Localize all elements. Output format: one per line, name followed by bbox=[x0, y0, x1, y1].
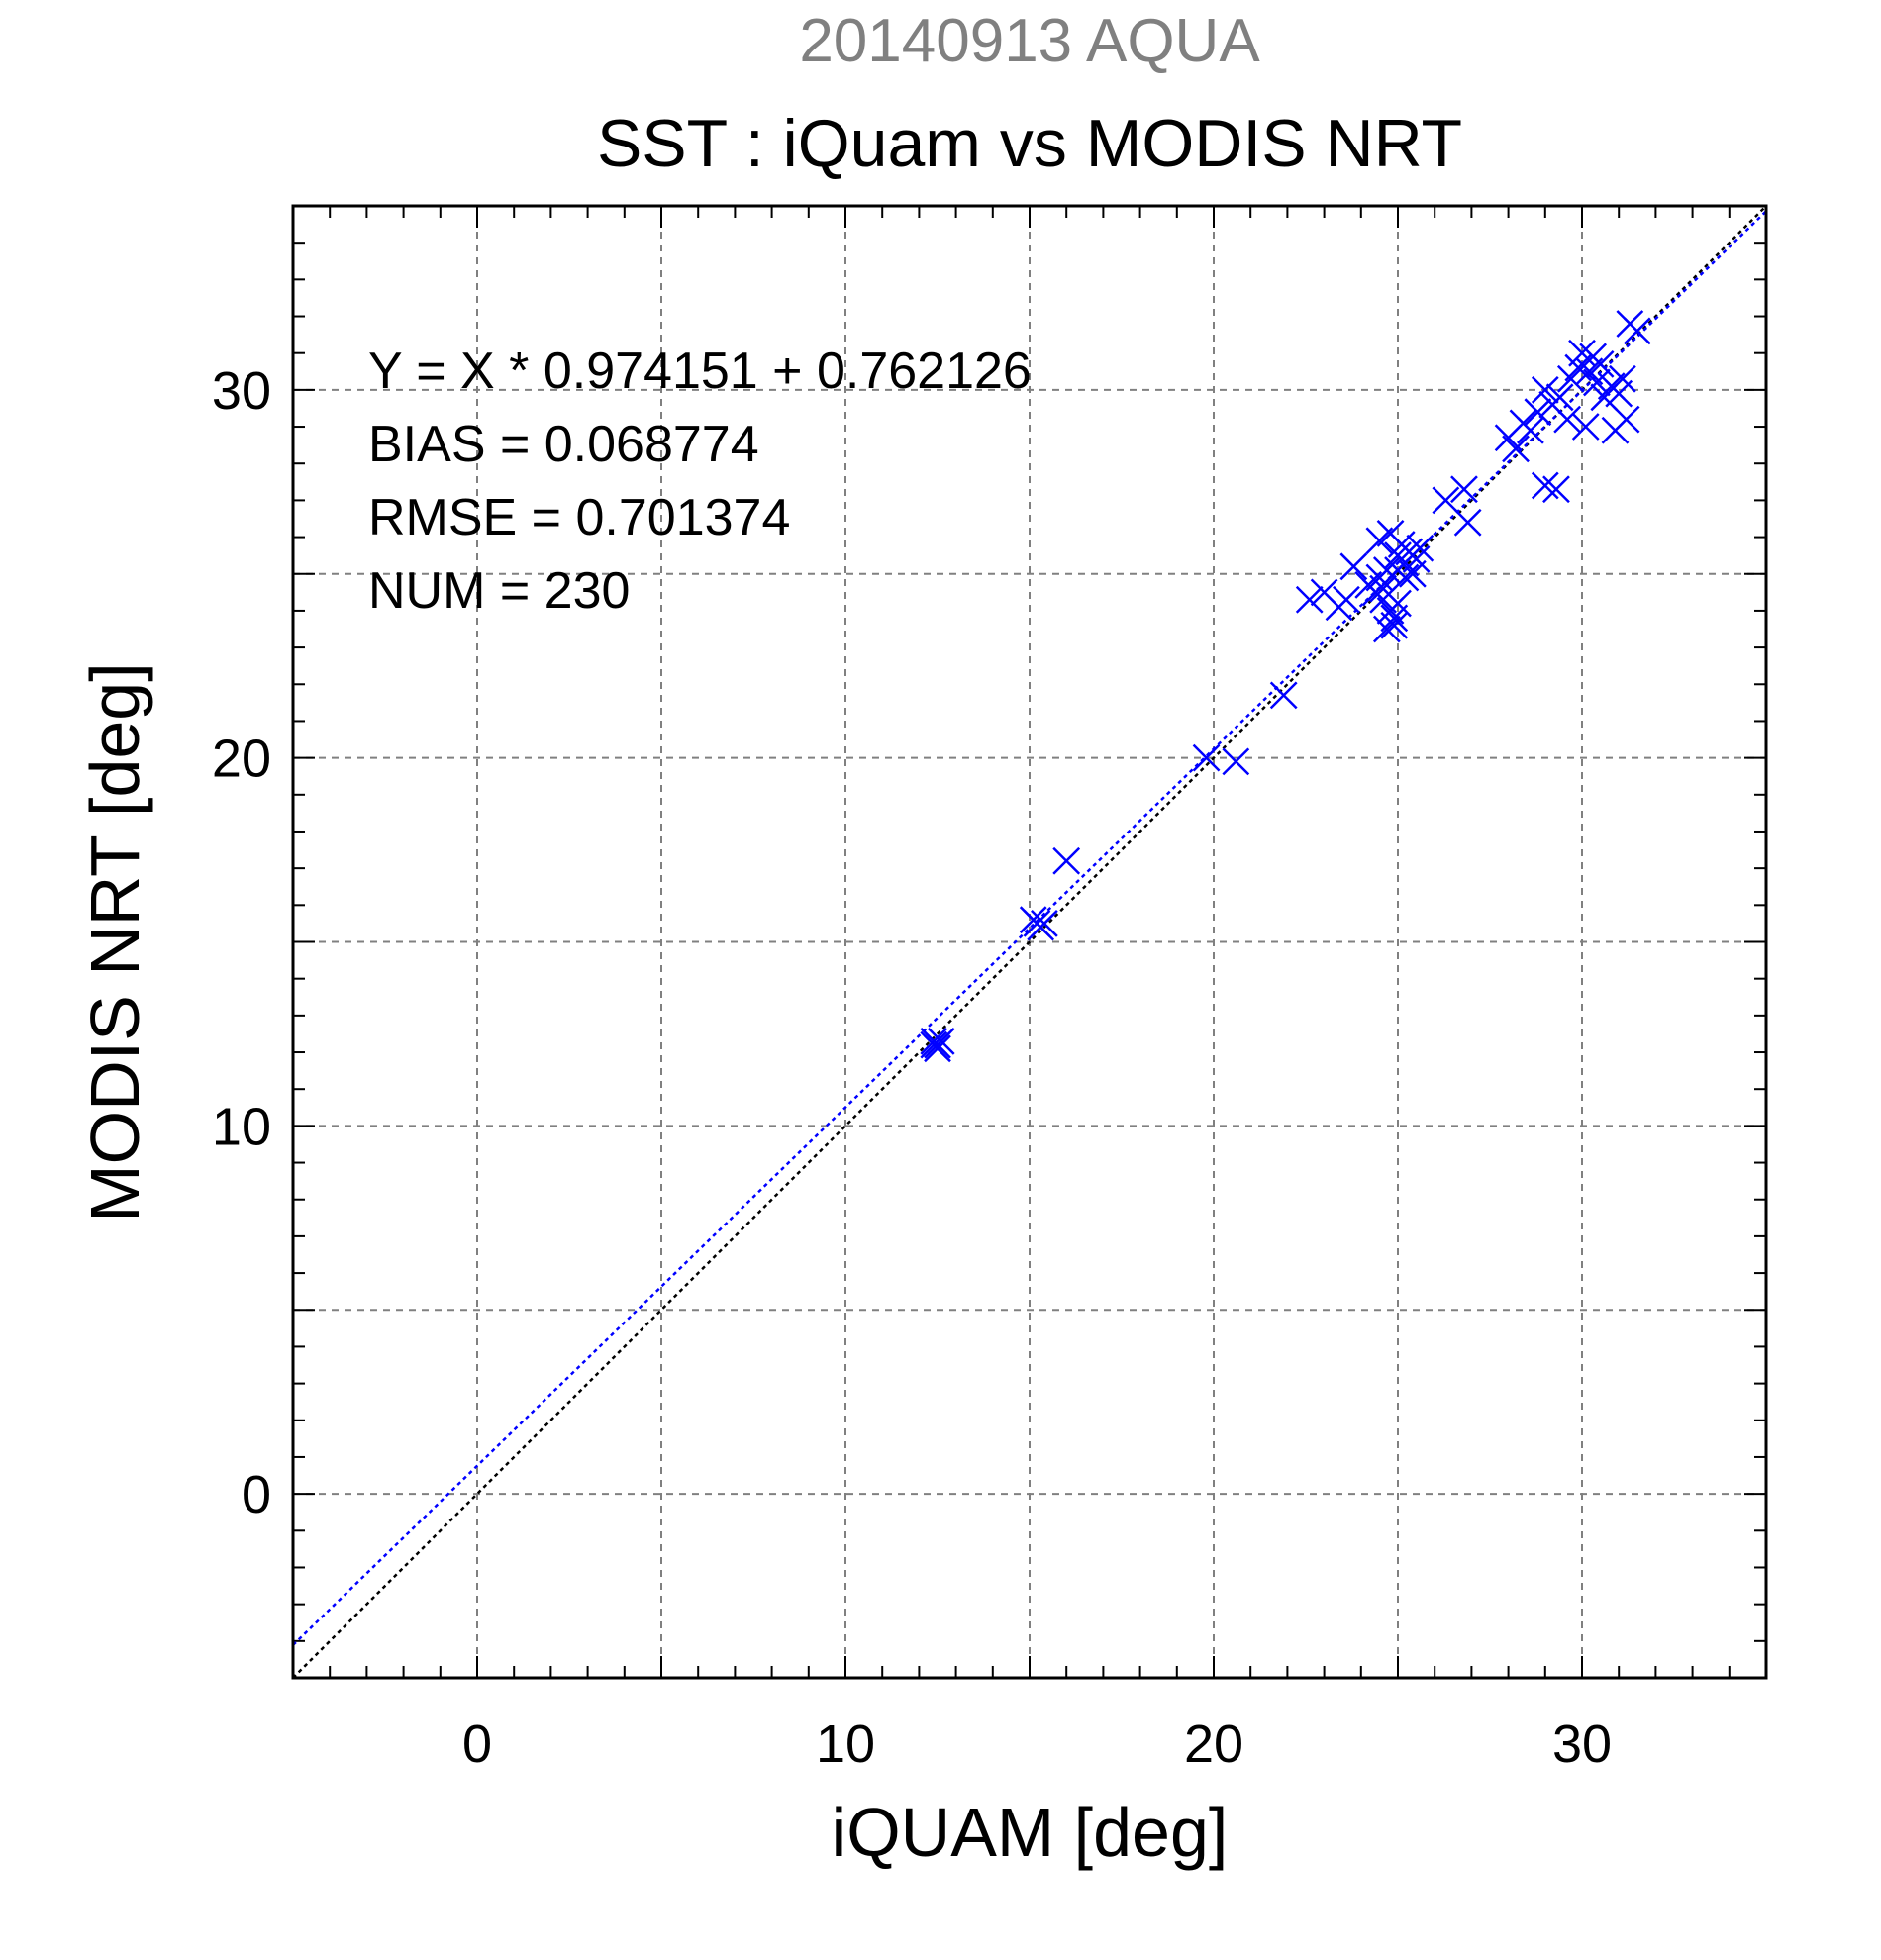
x-tick-label: 10 bbox=[816, 1715, 875, 1774]
data-point-stroke bbox=[1524, 398, 1552, 427]
x-tick-label: 20 bbox=[1184, 1715, 1243, 1774]
data-point-stroke bbox=[1609, 364, 1636, 393]
data-point bbox=[920, 1030, 948, 1059]
x-tick-label: 30 bbox=[1552, 1715, 1612, 1774]
data-point-stroke bbox=[1571, 413, 1600, 441]
data-point-stroke bbox=[1402, 544, 1431, 573]
data-point bbox=[1369, 574, 1398, 603]
y-tick-label: 0 bbox=[242, 1465, 271, 1524]
data-point-stroke bbox=[1372, 615, 1401, 643]
data-point bbox=[1269, 681, 1298, 710]
data-point bbox=[1531, 471, 1559, 500]
data-point-stroke bbox=[1030, 910, 1058, 937]
y-tick-label: 20 bbox=[212, 730, 271, 789]
data-point bbox=[1333, 585, 1360, 614]
chart-title: SST : iQuam vs MODIS NRT bbox=[597, 106, 1462, 181]
data-point-stroke bbox=[1453, 508, 1482, 537]
data-point bbox=[1192, 743, 1221, 772]
minor-ticks bbox=[293, 206, 1766, 1678]
data-point-stroke bbox=[920, 1030, 948, 1059]
data-point bbox=[1372, 615, 1401, 643]
rmse-text: RMSE = 0.701374 bbox=[368, 489, 790, 546]
num-text: NUM = 230 bbox=[368, 562, 630, 620]
data-point-stroke bbox=[1384, 556, 1412, 584]
data-point-stroke bbox=[1553, 405, 1582, 434]
data-point bbox=[1402, 544, 1431, 573]
data-point bbox=[1609, 364, 1636, 393]
x-tick-label: 0 bbox=[462, 1715, 492, 1774]
data-point-stroke bbox=[1019, 906, 1047, 934]
data-point-stroke bbox=[1568, 339, 1596, 367]
data-point-stroke bbox=[1545, 383, 1574, 412]
data-point-stroke bbox=[1502, 435, 1530, 463]
data-point-stroke bbox=[1052, 846, 1081, 875]
data-point bbox=[1502, 435, 1530, 463]
data-point-stroke bbox=[1310, 578, 1338, 607]
data-point bbox=[1586, 349, 1615, 378]
data-point-stroke bbox=[1542, 475, 1570, 504]
data-point-stroke bbox=[1333, 585, 1360, 614]
tick-labels: 0 10 20 30 0 10 20 30 bbox=[212, 361, 1612, 1774]
data-point bbox=[1295, 585, 1324, 614]
data-point-stroke bbox=[1372, 556, 1401, 584]
data-point-stroke bbox=[1192, 743, 1221, 772]
chart-subtitle: 20140913 AQUA bbox=[799, 7, 1260, 75]
grid-lines bbox=[293, 206, 1766, 1678]
y-tick-label: 30 bbox=[212, 361, 271, 421]
fit-equation-text: Y = X * 0.974151 + 0.762126 bbox=[368, 343, 1032, 400]
data-point bbox=[1545, 383, 1574, 412]
data-point-stroke bbox=[1517, 416, 1544, 444]
x-axis-label: iQUAM [deg] bbox=[832, 1794, 1229, 1871]
data-point-stroke bbox=[1531, 375, 1559, 404]
data-point bbox=[1432, 486, 1460, 515]
data-point bbox=[1222, 747, 1250, 776]
data-point-stroke bbox=[1582, 368, 1611, 397]
data-point bbox=[1372, 556, 1401, 584]
data-point-stroke bbox=[1369, 574, 1398, 603]
data-point-stroke bbox=[1531, 471, 1559, 500]
data-point bbox=[1019, 906, 1047, 934]
data-point bbox=[1542, 475, 1570, 504]
data-point bbox=[1453, 508, 1482, 537]
data-points bbox=[920, 310, 1651, 1063]
data-point-stroke bbox=[1369, 585, 1398, 614]
data-point bbox=[1030, 910, 1058, 937]
data-point-stroke bbox=[927, 1027, 955, 1055]
data-point-stroke bbox=[1269, 681, 1298, 710]
data-point-stroke bbox=[1623, 317, 1651, 345]
data-point bbox=[1524, 398, 1552, 427]
data-point-stroke bbox=[1406, 534, 1435, 562]
data-point-stroke bbox=[1612, 405, 1640, 434]
data-point bbox=[1406, 534, 1435, 562]
data-point bbox=[1052, 846, 1081, 875]
data-point bbox=[1553, 405, 1582, 434]
bias-text: BIAS = 0.068774 bbox=[368, 416, 759, 473]
data-point-stroke bbox=[1222, 747, 1250, 776]
data-point bbox=[1531, 375, 1559, 404]
y-axis-label: MODIS NRT [deg] bbox=[76, 662, 153, 1222]
plot-frame bbox=[291, 204, 1768, 1680]
data-point-stroke bbox=[1450, 475, 1478, 504]
data-point bbox=[1568, 339, 1596, 367]
data-point bbox=[1612, 405, 1640, 434]
data-point bbox=[1450, 475, 1478, 504]
data-point-stroke bbox=[1339, 552, 1368, 581]
stats-annotation: Y = X * 0.974151 + 0.762126 BIAS = 0.068… bbox=[368, 343, 1032, 620]
data-point bbox=[1571, 413, 1600, 441]
data-point-stroke bbox=[1384, 589, 1412, 618]
data-point-stroke bbox=[1586, 349, 1615, 378]
data-point-stroke bbox=[1380, 611, 1409, 639]
data-point bbox=[1517, 416, 1544, 444]
data-point bbox=[927, 1027, 955, 1055]
data-point-stroke bbox=[1432, 486, 1460, 515]
data-point bbox=[1380, 611, 1409, 639]
y-tick-label: 10 bbox=[212, 1097, 271, 1156]
data-point bbox=[1339, 552, 1368, 581]
data-point bbox=[1384, 556, 1412, 584]
data-point bbox=[1623, 317, 1651, 345]
data-point-stroke bbox=[1295, 585, 1324, 614]
